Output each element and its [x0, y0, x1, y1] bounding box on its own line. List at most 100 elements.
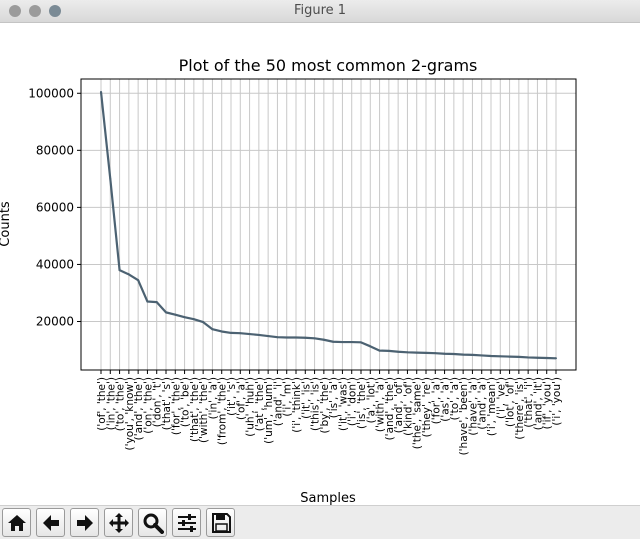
data-point	[490, 355, 492, 358]
x-tick-label: ('that', 'i')	[523, 377, 535, 428]
data-point	[517, 355, 520, 358]
x-tick-label: ('from', 'the')	[217, 377, 229, 445]
home-button[interactable]	[2, 508, 31, 537]
x-tick-label: ('lot', 'of')	[505, 377, 517, 427]
y-axis: 20000 40000 60000 80000 100000	[28, 86, 81, 329]
data-point	[295, 336, 297, 339]
minimize-window-button[interactable]	[29, 5, 41, 17]
x-tick-label: ('and', 'a')	[477, 377, 489, 430]
data-point	[378, 349, 381, 352]
data-point	[406, 351, 409, 354]
back-button[interactable]	[36, 508, 65, 537]
data-point	[118, 269, 121, 272]
data-point	[350, 341, 353, 344]
data-point	[202, 321, 205, 324]
x-tick-label: ('and', 'it')	[532, 377, 544, 430]
data-point	[165, 311, 167, 314]
x-tick-label: ('don', 't')	[152, 377, 164, 427]
data-point	[387, 349, 390, 352]
data-point	[545, 357, 548, 360]
x-tick-label: ('have', 'been')	[458, 377, 470, 455]
x-tick-label: ('and', 'the')	[384, 377, 396, 440]
data-point	[452, 353, 455, 356]
x-tick-label: ('i', 've')	[495, 377, 507, 419]
save-button[interactable]	[206, 508, 235, 537]
y-tick-label: 40000	[36, 257, 74, 271]
x-tick-label: ('a', 'lot')	[365, 377, 377, 423]
x-tick-label: ('of', 'a')	[235, 377, 247, 420]
data-point	[137, 279, 140, 282]
data-point	[109, 177, 112, 180]
x-tick-label: ('i', 'm')	[282, 377, 294, 417]
x-tick-label: ('by', 'the')	[319, 377, 331, 434]
x-tick-label: ('and', 'the')	[133, 377, 145, 440]
plot-area-frame	[80, 78, 577, 371]
arrow-right-icon	[76, 514, 93, 531]
x-tick-label: ('it', 'was')	[337, 377, 349, 431]
data-point	[462, 353, 465, 356]
x-tick-label: ('in', 'a')	[207, 377, 219, 419]
data-point	[425, 351, 427, 354]
x-tick-label: ('to', 'a')	[449, 377, 461, 420]
data-point	[369, 345, 372, 348]
x-tick-label: ('kind', 'of')	[402, 377, 414, 436]
x-tick-label: ('that', 'the')	[189, 377, 201, 442]
line-chart: 20000 40000 60000 80000 100000 ('of', 'the')…	[0, 56, 577, 506]
data-point	[555, 357, 557, 360]
data-point	[248, 333, 251, 336]
data-point	[183, 316, 186, 319]
x-tick-label: ('and', 'of')	[393, 377, 405, 433]
data-point	[341, 341, 344, 344]
x-axis-label: Samples	[300, 491, 356, 505]
x-tick-label: ('they', 're')	[421, 377, 433, 437]
window-titlebar: Figure 1	[0, 0, 640, 23]
data-point	[220, 330, 223, 333]
x-tick-label: ('to', 'the')	[115, 377, 127, 431]
x-tick-label: ('i', 'don')	[347, 377, 359, 426]
data-point	[257, 333, 260, 336]
forward-button[interactable]	[70, 508, 99, 537]
zoom-button[interactable]	[138, 508, 167, 537]
y-tick-label: 60000	[36, 200, 74, 214]
x-tick-label: ('there', 'is')	[514, 377, 526, 440]
x-tick-label: ('have', 'a')	[467, 377, 479, 436]
close-window-button[interactable]	[9, 5, 21, 17]
x-tick-label: ('the', 'same')	[412, 377, 424, 449]
x-tick-label: ('for', 'a')	[430, 377, 442, 424]
data-point	[415, 351, 418, 354]
x-tick-label: ('i', 'you')	[551, 377, 563, 426]
x-tick-label: ('and', 'i')	[272, 377, 284, 426]
x-tick-label: ('with', 'the')	[198, 377, 210, 443]
x-tick-label: ('in', 'the')	[105, 377, 117, 430]
data-point	[360, 341, 362, 344]
data-point	[397, 350, 400, 353]
x-tick-label: ('for', 'the')	[170, 377, 182, 435]
x-tick-label: ('on', 'the')	[142, 377, 154, 434]
sliders-icon	[177, 513, 196, 532]
data-point	[127, 273, 130, 276]
x-tick-label: ('i', 'think')	[291, 377, 303, 433]
data-point	[322, 338, 325, 341]
data-point	[480, 354, 483, 357]
pan-button[interactable]	[104, 508, 133, 537]
data-point	[276, 336, 279, 339]
data-point	[304, 336, 307, 339]
data-point	[267, 335, 270, 338]
x-tick-label: ('with', 'a')	[375, 377, 387, 432]
data-point	[155, 301, 158, 304]
x-tick-label: ('is', 'a')	[328, 377, 340, 418]
x-tick-label: ('um', 'hum')	[263, 377, 275, 444]
grid	[81, 79, 576, 370]
data-point	[499, 355, 502, 358]
home-icon	[7, 514, 26, 531]
x-tick-label: ('it', 's')	[226, 377, 238, 416]
y-tick-label: 80000	[36, 143, 74, 157]
y-tick-label: 20000	[36, 315, 74, 329]
subplots-button[interactable]	[172, 508, 201, 537]
x-tick-label: ('it', 'is')	[300, 377, 312, 419]
data-point	[285, 336, 288, 339]
zoom-window-button[interactable]	[49, 5, 61, 17]
data-point	[192, 318, 195, 321]
data-point	[146, 300, 149, 303]
y-tick-label: 100000	[28, 86, 74, 100]
